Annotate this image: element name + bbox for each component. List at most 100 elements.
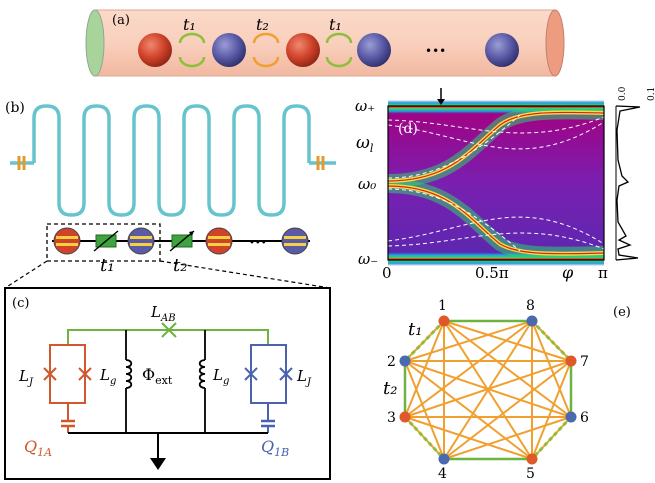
graph-node-6 (565, 411, 577, 423)
node-label-3: 3 (387, 410, 396, 426)
panel-e: 1 8 7 6 5 4 3 2 t₁ t₂ (e) (383, 298, 631, 482)
graph-edge (443, 320, 572, 362)
panel-a: (a) t₁ t₂ t₁ ••• (85, 9, 565, 77)
meander-resonator (32, 104, 311, 217)
solid-green-edges (403, 319, 573, 461)
dashed-edges (403, 319, 573, 461)
graph-edge (404, 416, 533, 460)
node-label-6: 6 (580, 410, 589, 426)
panel-a-label: (a) (112, 13, 130, 28)
lg-right-label: Lg (212, 366, 229, 387)
node-label-1: 1 (438, 298, 447, 314)
y-tick-omega-plus: ω₊ (355, 97, 375, 115)
side-spectrum-curve (615, 105, 641, 261)
lj-left-junctions (43, 367, 92, 381)
graph-edge (404, 360, 572, 418)
y-tick-omega-minus: ω₋ (358, 250, 378, 268)
q1a-label: Q1A (24, 437, 52, 459)
lab-label: LAB (150, 303, 176, 324)
hop-arrow-1 (178, 32, 206, 68)
x-axis-label: φ (562, 263, 574, 282)
hop-arrow-2 (252, 32, 280, 68)
panel-b: (b) (5, 100, 336, 276)
qubit-blue-1 (127, 227, 155, 255)
graph-edge (404, 320, 533, 418)
graph-edge (443, 416, 572, 460)
panel-c-label: (c) (12, 296, 29, 311)
marker-arrow-head (437, 99, 445, 105)
hop-label-t2-e: t₂ (383, 378, 397, 399)
hop-label-t1-a: t₁ (183, 15, 196, 34)
graph-edge (443, 360, 572, 460)
node-label-5: 5 (526, 466, 535, 482)
node-label-7: 7 (580, 354, 589, 370)
hop-label-t1-e: t₁ (408, 319, 422, 340)
site-blue-1 (212, 33, 246, 67)
q1b-label: Q1B (261, 437, 289, 459)
hop-label-t1-b: t₁ (100, 255, 114, 276)
y-axis-label: ωl (356, 133, 374, 155)
graph-edge (404, 320, 533, 362)
hop-label-t2-a: t₂ (256, 15, 269, 34)
x-tick-zero: 0 (382, 264, 392, 282)
node-label-4: 4 (438, 466, 447, 482)
band-upper-line (387, 111, 605, 182)
analytic-curves (387, 114, 605, 252)
graph-node-5 (526, 453, 538, 465)
lj-left-label: LJ (18, 367, 34, 388)
graph-edge (404, 360, 533, 460)
panel-d-label: (d) (398, 121, 418, 137)
side-tick-1: 0.1 (647, 87, 655, 101)
graph-node-1 (438, 315, 450, 327)
graph-node-7 (565, 355, 577, 367)
graph-edge (404, 320, 445, 418)
waveguide-tube (94, 9, 556, 77)
panel-c: (c) LAB LJ Q1A (4, 260, 331, 480)
node-label-2: 2 (387, 354, 396, 370)
site-blue-last (485, 33, 519, 67)
graph-edges (404, 320, 572, 460)
lj-right-junctions (244, 367, 293, 381)
tunable-coupler-1 (93, 230, 119, 252)
qubit-blue-last (281, 227, 309, 255)
tunable-coupler-2 (169, 230, 195, 252)
graph-edge (404, 360, 445, 460)
tube-cap-left (85, 9, 105, 77)
coupling-capacitor-left (17, 156, 26, 170)
graph-edge (531, 320, 572, 418)
graph-node-2 (399, 355, 411, 367)
coupling-capacitor-right (316, 156, 325, 170)
band-lower-line (387, 185, 605, 255)
node-label-8: 8 (526, 298, 535, 314)
lg-left-label: Lg (99, 366, 116, 387)
panel-d: (d) ω₊ ωl ω₀ ω₋ 0 0.5π φ π 0.0 0.1 (355, 86, 655, 282)
site-blue-2 (357, 33, 391, 67)
ellipsis-a: ••• (425, 44, 446, 58)
x-tick-pi: π (598, 264, 608, 282)
qubit-red-2 (205, 227, 233, 255)
zoom-box (46, 223, 161, 262)
x-tick-half-pi: 0.5π (475, 264, 509, 282)
lg-right-inductor (198, 330, 206, 433)
lab-junction (161, 322, 177, 338)
panel-e-label: (e) (613, 305, 631, 320)
heatmap-frame (387, 105, 605, 261)
graph-edge (443, 320, 572, 418)
hop-label-t2-b: t₂ (173, 255, 187, 276)
circuit-box (4, 287, 331, 480)
graph-node-4 (438, 453, 450, 465)
panel-b-label: (b) (5, 100, 25, 116)
qubit-red-1 (53, 227, 81, 255)
ellipsis-b: ••• (249, 238, 267, 249)
tube-cap-right (545, 9, 565, 77)
site-red-1 (138, 33, 172, 67)
zoom-line-left (4, 260, 48, 289)
graph-node-3 (399, 411, 411, 423)
graph-node-8 (526, 315, 538, 327)
lj-right-label: LJ (296, 367, 312, 388)
y-tick-omega-zero: ω₀ (358, 175, 376, 193)
lg-left-inductor (125, 330, 133, 433)
site-red-2 (286, 33, 320, 67)
phi-ext-label: Φext (142, 365, 173, 387)
